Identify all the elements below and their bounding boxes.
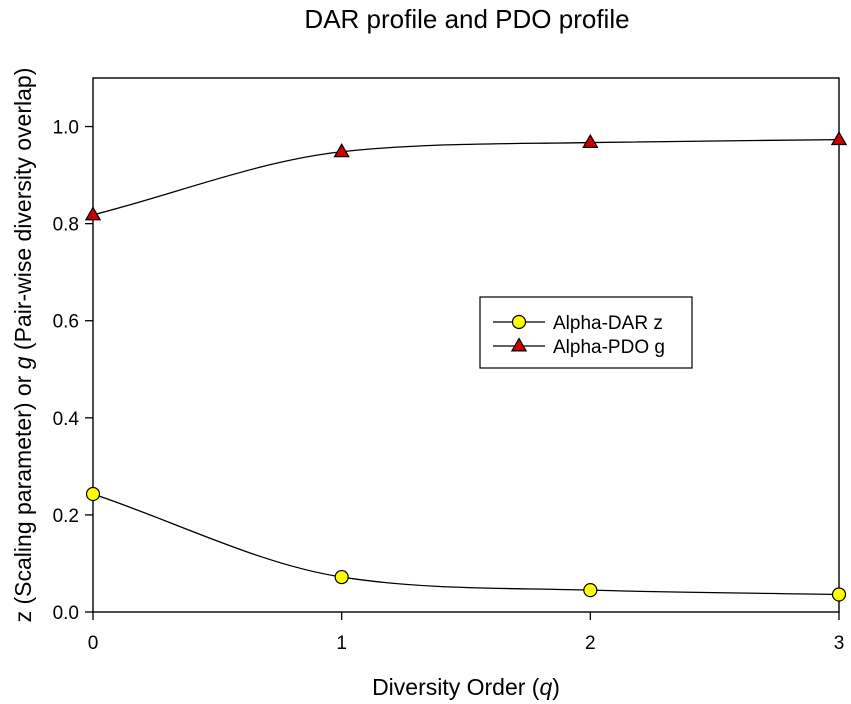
data-point (84, 206, 102, 221)
y-tick-label: 0.4 (53, 409, 80, 430)
data-point (333, 143, 350, 158)
data-point (583, 583, 598, 598)
x-tick-label: 3 (834, 633, 845, 654)
legend-box (479, 296, 693, 369)
y-tick-label: 1.0 (53, 118, 79, 139)
series-line (92, 139, 840, 216)
data-point (334, 569, 349, 585)
series-line (92, 493, 840, 596)
series-alpha-dar-z (85, 486, 847, 602)
legend-circle-marker (511, 314, 527, 330)
y-tick-label: 0.2 (53, 506, 79, 527)
data-point (85, 486, 101, 502)
data-point (830, 130, 848, 146)
x-tick-label: 0 (88, 633, 99, 654)
y-tick-label: 0.0 (53, 603, 79, 624)
series-layer (84, 130, 848, 602)
y-tick-label: 0.8 (53, 215, 79, 236)
series-alpha-pdo-g (84, 130, 848, 221)
legend-label: Alpha-DAR z (553, 313, 663, 334)
legend: Alpha-DAR z Alpha-PDO g (479, 296, 693, 369)
x-tick-label: 1 (336, 633, 347, 654)
plot-frame (92, 77, 840, 613)
data-point (582, 133, 599, 149)
y-axis-label: z (Scaling parameter) or g (Pair-wise di… (10, 68, 36, 623)
y-axis: 0.0 0.2 0.4 0.6 0.8 1.0 (53, 118, 93, 624)
x-axis-label: Diversity Order (q) (372, 674, 560, 700)
x-tick-label: 2 (585, 633, 596, 654)
y-tick-label: 0.6 (53, 312, 79, 333)
chart-title: DAR profile and PDO profile (304, 4, 629, 34)
legend-triangle-marker (510, 337, 528, 352)
legend-label: Alpha-PDO g (553, 337, 665, 358)
x-axis: 0 1 2 3 (88, 612, 845, 654)
data-point (831, 587, 847, 602)
